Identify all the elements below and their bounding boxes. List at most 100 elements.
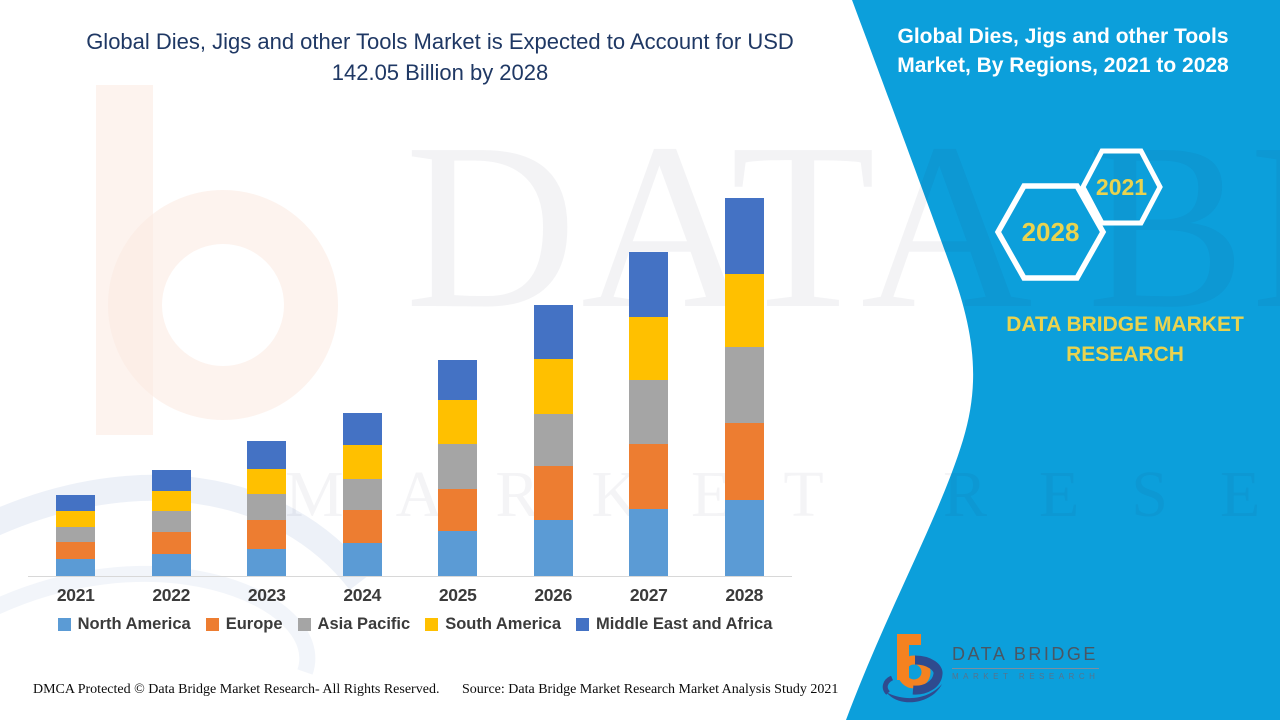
segment-2028-middle-east-and-africa (724, 198, 764, 275)
stacked-bar-chart (28, 198, 792, 577)
segment-2026-asia-pacific (533, 413, 573, 466)
bar-slot-2022 (124, 198, 220, 576)
segment-2023-middle-east-and-africa (247, 440, 287, 469)
segment-2027-middle-east-and-africa (629, 252, 669, 317)
legend-item-asia-pacific: Asia Pacific (297, 615, 411, 634)
segment-2028-south-america (724, 274, 764, 347)
x-label-2024: 2024 (343, 585, 382, 605)
legend-item-north-america: North America (57, 615, 191, 634)
segment-2025-europe (438, 489, 478, 531)
stacked-bar-2026 (533, 305, 573, 576)
x-label-2028: 2028 (725, 585, 764, 605)
segment-2026-europe (533, 465, 573, 521)
logo-wordmark: DATA BRIDGE MARKET RESEARCH (952, 644, 1100, 710)
segment-2027-south-america (629, 316, 669, 380)
stacked-bar-2023 (247, 440, 287, 576)
data-bridge-logo: DATA BRIDGE MARKET RESEARCH (882, 630, 1132, 710)
legend-item-middle-east-and-africa: Middle East and Africa (576, 615, 772, 634)
segment-2022-middle-east-and-africa (151, 469, 191, 492)
segment-2024-europe (342, 509, 382, 543)
x-label-2023: 2023 (247, 585, 286, 605)
background-logo-watermark (0, 85, 371, 675)
legend-swatch-middle-east-and-africa (576, 618, 590, 631)
panel-title: Global Dies, Jigs and other Tools Market… (897, 25, 1229, 77)
segment-2026-middle-east-and-africa (533, 305, 573, 359)
segment-2024-south-america (342, 444, 382, 479)
stacked-bar-2027 (629, 252, 669, 576)
segment-2028-asia-pacific (724, 346, 764, 424)
segment-2021-europe (56, 541, 96, 560)
watermark-swoosh-1 (0, 474, 371, 590)
x-label-2027: 2027 (629, 585, 668, 605)
stacked-bar-2022 (151, 469, 191, 576)
segment-2026-south-america (533, 358, 573, 414)
x-label-2021: 2021 (56, 585, 95, 605)
panel-brand-text: DATA BRIDGE MARKET RESEARCH (1006, 313, 1244, 366)
logo-name: DATA BRIDGE (952, 644, 1100, 669)
dmca-notice: DMCA Protected © Data Bridge Market Rese… (33, 682, 440, 697)
segment-2024-north-america (342, 543, 382, 576)
badge-2028-label: 2028 (1022, 217, 1080, 247)
segment-2025-north-america (438, 530, 478, 576)
segment-2022-europe (151, 531, 191, 555)
segment-2024-asia-pacific (342, 478, 382, 510)
legend-label-asia-pacific: Asia Pacific (317, 615, 411, 633)
stacked-bar-2025 (438, 359, 478, 576)
bar-slot-2021 (28, 198, 124, 576)
segment-2023-europe (247, 520, 287, 549)
segment-2025-asia-pacific (438, 443, 478, 490)
x-label-2025: 2025 (438, 585, 477, 605)
legend-label-south-america: South America (445, 615, 562, 633)
page-title: Global Dies, Jigs and other Tools Market… (86, 29, 794, 85)
stacked-bar-2021 (56, 494, 96, 576)
segment-2026-north-america (533, 520, 573, 576)
stacked-bar-2024 (342, 413, 382, 576)
segment-2023-asia-pacific (247, 494, 287, 521)
legend-label-north-america: North America (77, 615, 191, 633)
x-label-2026: 2026 (534, 585, 573, 605)
segment-2021-north-america (56, 559, 96, 576)
segment-2028-north-america (724, 500, 764, 576)
segment-2022-south-america (151, 491, 191, 511)
legend-label-middle-east-and-africa: Middle East and Africa (596, 615, 773, 633)
data-bridge-logo-icon (882, 634, 943, 703)
segment-2027-north-america (629, 508, 669, 576)
segment-2027-asia-pacific (629, 379, 669, 444)
segment-2021-south-america (56, 511, 96, 527)
segment-2023-south-america (247, 468, 287, 495)
segment-2025-south-america (438, 400, 478, 444)
stacked-bar-2028 (724, 198, 764, 576)
bar-slot-2026 (506, 198, 602, 576)
legend-item-europe: Europe (205, 615, 283, 634)
badge-2021-label: 2021 (1096, 174, 1147, 200)
legend-swatch-north-america (57, 618, 71, 631)
bar-slot-2025 (410, 198, 506, 576)
segment-2022-asia-pacific (151, 510, 191, 532)
watermark-b-bowl (108, 190, 338, 420)
x-label-2022: 2022 (152, 585, 191, 605)
segment-2023-north-america (247, 548, 287, 576)
segment-2024-middle-east-and-africa (342, 413, 382, 445)
segment-2027-europe (629, 443, 669, 509)
segment-2025-middle-east-and-africa (438, 359, 478, 401)
legend-swatch-south-america (425, 618, 439, 631)
bar-slot-2027 (601, 198, 697, 576)
source-note: Source: Data Bridge Market Research Mark… (462, 682, 839, 697)
legend-swatch-asia-pacific (297, 618, 311, 631)
legend-label-europe: Europe (225, 615, 283, 633)
segment-2022-north-america (151, 554, 191, 576)
logo-subtitle: MARKET RESEARCH (952, 672, 1100, 681)
legend-item-south-america: South America (425, 615, 561, 634)
hexagon-2028 (994, 183, 1107, 281)
legend-swatch-europe (205, 618, 219, 631)
bar-slot-2023 (219, 198, 315, 576)
hexagon-2021 (1080, 148, 1163, 226)
segment-2021-asia-pacific (56, 526, 96, 542)
bar-slot-2028 (697, 198, 793, 576)
bar-slot-2024 (315, 198, 411, 576)
segment-2021-middle-east-and-africa (56, 494, 96, 512)
year-badges: 2021 2028 (994, 148, 1163, 281)
segment-2028-europe (724, 423, 764, 501)
